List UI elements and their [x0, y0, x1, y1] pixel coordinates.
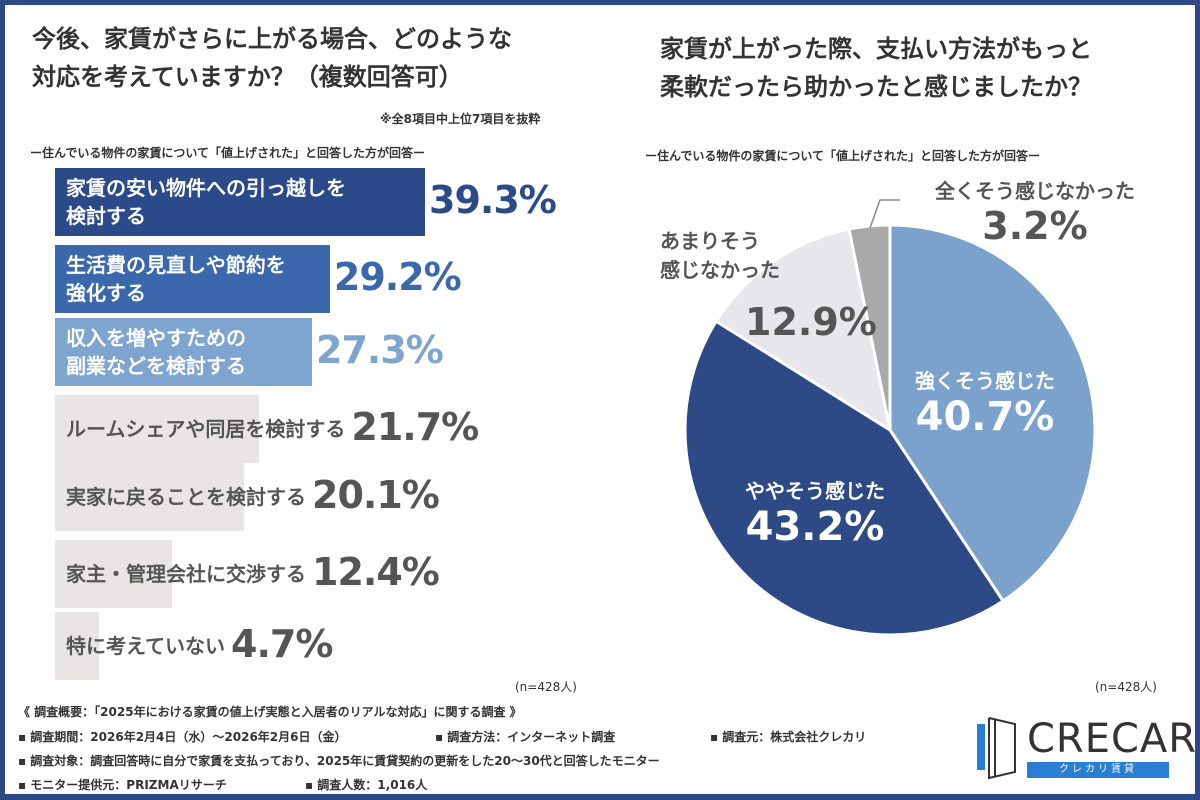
bar-label: 生活費の見直しや節約を 強化する: [66, 251, 286, 307]
bar-value: 29.2%: [333, 255, 462, 299]
bar-label-line: 生活費の見直しや節約を: [66, 253, 286, 277]
pie-n: (n=428人): [1095, 680, 1157, 694]
slice-label: ややそう感じた: [745, 479, 885, 503]
bar-label-line: 強化する: [66, 281, 146, 305]
footer-provider: ▪ モニター提供元：PRIZMAリサーチ: [18, 778, 227, 792]
title-line: 今後、家賃がさらに上がる場合、どのような: [32, 25, 512, 53]
pie-label-4: 全くそう感じなかった 3.2%: [900, 175, 1170, 248]
slice-label: 全くそう感じなかった: [935, 179, 1135, 203]
bar-label: 実家に戻ることを検討する: [66, 483, 306, 511]
slice-value: 40.7%: [915, 394, 1055, 440]
bar-value: 27.3%: [316, 328, 444, 372]
bar: [55, 318, 313, 386]
pie-slice: [714, 227, 893, 434]
slice-label: 強くそう感じた: [915, 369, 1055, 393]
pie-label-3: あまりそう 感じなかった: [660, 225, 810, 283]
bar-label-line: 実家に戻ることを検討する: [66, 485, 306, 509]
pie-value-3: 12.9%: [745, 300, 877, 344]
footer-count: ▪ 調査人数：1,016人: [305, 778, 428, 792]
bar: [55, 395, 260, 463]
footer-target: ▪ 調査対象：調査回答時に自分で家賃を支払っており、2025年に賃貸契約の更新を…: [18, 754, 660, 768]
bar-label: 家主・管理会社に交渉する: [66, 560, 306, 588]
bar: [55, 168, 425, 236]
pie-label-1: 強くそう感じた 40.7%: [890, 365, 1080, 440]
footer-source: ▪ 調査元：株式会社クレカリ: [710, 730, 867, 744]
title-line: 対応を考えていますか？（複数回答可）: [32, 63, 463, 91]
footer-method: ▪ 調査方法：インターネット調査: [435, 730, 616, 744]
bar: [55, 245, 330, 313]
bar-value: 4.7%: [231, 622, 333, 666]
bar-label-line: 収入を増やすための: [66, 326, 246, 350]
bar: [55, 540, 172, 608]
bar-label-line: 特に考えていない: [66, 634, 225, 658]
bar-subtitle: ー住んでいる物件の家賃について「値上げされた」と回答した方が回答ー: [30, 146, 426, 160]
slice-label: あまりそう: [660, 229, 760, 253]
bar: [55, 612, 100, 680]
slice-label: 感じなかった: [660, 258, 780, 282]
leader-line: [869, 199, 900, 229]
bar-label-line: 検討する: [66, 204, 146, 228]
footer-period: ▪ 調査期間：2026年2月4日（水）～2026年2月6日（金）: [18, 730, 347, 744]
pie-slice: [683, 319, 1006, 637]
footer-summary: 《 調査概要：「2025年における家賃の値上げ実態と入居者のリアルな対応」に関す…: [18, 705, 522, 719]
pie-subtitle: ー住んでいる物件の家賃について「値上げされた」と回答した方が回答ー: [645, 149, 1041, 163]
bar-value: 20.1%: [312, 473, 440, 517]
slice-value: 3.2%: [982, 204, 1088, 248]
bar-label-line: ルームシェアや同居を検討する: [66, 417, 346, 441]
bar-label-line: 家主・管理会社に交渉する: [66, 562, 306, 586]
slice-value: 43.2%: [745, 504, 885, 550]
bar-note: ※全8項目中上位7項目を抜粋: [380, 112, 541, 126]
title-line: 家賃が上がった際、支払い方法がもっと: [660, 35, 1092, 63]
door-icon: [977, 717, 1016, 780]
pie-chart-title: 家賃が上がった際、支払い方法がもっと 柔軟だったら助かったと感じましたか？: [660, 30, 1092, 106]
bar-label: 特に考えていない: [66, 632, 225, 660]
title-line: 柔軟だったら助かったと感じましたか？: [660, 73, 1092, 101]
bar-value: 12.4%: [312, 550, 440, 594]
pie-label-2: ややそう感じた 43.2%: [720, 475, 910, 550]
bar-chart-title: 今後、家賃がさらに上がる場合、どのような 対応を考えていますか？（複数回答可）: [32, 20, 512, 96]
bar-label: ルームシェアや同居を検討する: [66, 415, 345, 443]
bar-label: 家賃の安い物件への引っ越しを 検討する: [66, 174, 346, 230]
bar-value: 39.3%: [429, 178, 557, 222]
bar-label-line: 家賃の安い物件への引っ越しを: [66, 176, 346, 200]
pie-slice: [847, 223, 892, 431]
bar: [55, 463, 245, 531]
bar-label-line: 副業などを検討する: [66, 354, 246, 378]
bar-value: 21.7%: [351, 405, 479, 449]
logo-text: CRECARI: [1027, 716, 1200, 762]
bar-label: 収入を増やすための 副業などを検討する: [66, 324, 246, 380]
bar-n: (n=428人): [515, 680, 577, 694]
logo-tagline: クレカリ賃貸: [1027, 762, 1169, 778]
crecari-logo: CRECARI クレカリ賃貸: [975, 712, 1200, 787]
